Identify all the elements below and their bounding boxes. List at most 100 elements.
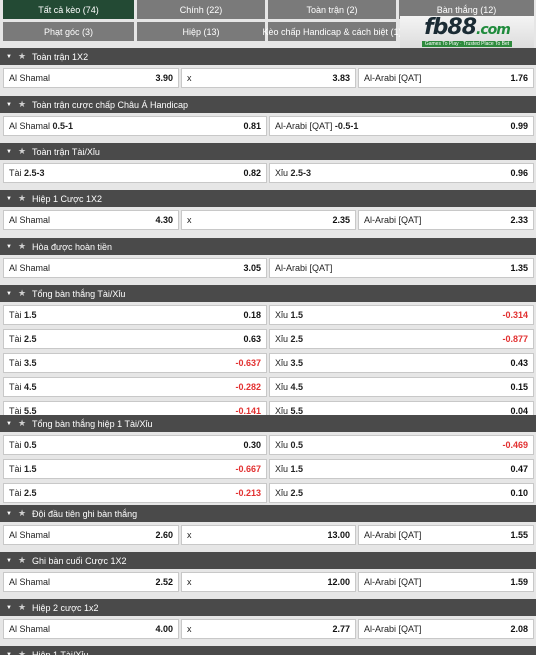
odds-cell[interactable]: Xỉu 1.5 0.47 <box>269 459 534 479</box>
odds-value: 1.59 <box>510 577 528 587</box>
market-title: Hiệp 2 cược 1x2 <box>32 602 99 613</box>
collapse-arrow-icon[interactable]: ▼ <box>6 148 12 155</box>
market-section: ▼ ★ Hòa được hoàn tiền Al Shamal 3.05 Al-Arab… <box>0 238 536 279</box>
favorite-star-icon[interactable]: ★ <box>17 193 27 203</box>
handicap-line: 1.5 <box>290 464 304 474</box>
market-title: Tổng bàn thắng Tài/Xỉu <box>32 288 126 299</box>
odds-cell[interactable]: x 12.00 <box>181 572 356 592</box>
odds-cell[interactable]: Al-Arabi [QAT] -0.5-1 0.99 <box>269 116 534 136</box>
odds-cell[interactable]: Al-Arabi [QAT] 1.35 <box>269 258 534 278</box>
market-header[interactable]: ▼ ★ Hiệp 1 Cược 1X2 <box>0 190 536 207</box>
odds-cell[interactable]: Tài 3.5 -0.637 <box>3 353 267 373</box>
tab-corners[interactable]: Phạt góc (3) <box>3 22 134 41</box>
collapse-arrow-icon[interactable]: ▼ <box>6 420 12 427</box>
market-header[interactable]: ▼ ★ Toàn trận Tài/Xỉu <box>0 143 536 160</box>
odds-cell[interactable]: Tài 4.5 -0.282 <box>3 377 267 397</box>
odds-cell[interactable]: Xỉu 4.5 0.15 <box>269 377 534 397</box>
odds-cell[interactable]: x 2.77 <box>181 619 356 639</box>
odds-cell[interactable]: Xỉu 1.5 -0.314 <box>269 305 534 325</box>
tab-goals[interactable]: Bàn thắng (12) <box>399 0 534 19</box>
odds-cell[interactable]: Tài 0.5 0.30 <box>3 435 267 455</box>
selection-label: Al Shamal <box>9 577 51 587</box>
odds-cell[interactable]: x 3.83 <box>181 68 356 88</box>
odds-cell[interactable]: Xỉu 2.5 -0.877 <box>269 329 534 349</box>
odds-cell[interactable]: x 13.00 <box>181 525 356 545</box>
odds-cell[interactable]: Al Shamal 4.30 <box>3 210 179 230</box>
odds-cell[interactable]: Tài 1.5 -0.667 <box>3 459 267 479</box>
fb88-logo[interactable]: fb88.com Games To Play · Trusted Place T… <box>400 16 534 49</box>
odds-cell[interactable]: Tài 2.5 -0.213 <box>3 483 267 503</box>
selection-label: Xỉu 5.5 <box>275 406 304 416</box>
favorite-star-icon[interactable]: ★ <box>17 508 27 518</box>
odds-cell[interactable]: x 2.35 <box>181 210 356 230</box>
odds-cell[interactable]: Xỉu 2.5-3 0.96 <box>269 163 534 183</box>
market-header[interactable]: ▼ ★ Ghi bàn cuối Cược 1X2 <box>0 552 536 569</box>
collapse-arrow-icon[interactable]: ▼ <box>6 557 12 564</box>
odds-cell[interactable]: Tài 2.5-3 0.82 <box>3 163 267 183</box>
odds-cell[interactable]: Al-Arabi [QAT] 2.33 <box>358 210 534 230</box>
favorite-star-icon[interactable]: ★ <box>17 288 27 298</box>
favorite-star-icon[interactable]: ★ <box>17 99 27 109</box>
collapse-arrow-icon[interactable]: ▼ <box>6 290 12 297</box>
market-title: Đội đầu tiên ghi bàn thắng <box>32 508 138 519</box>
odds-row: Al Shamal 0.5-1 0.81 Al-Arabi [QAT] -0.5-1… <box>0 116 536 137</box>
tab-all[interactable]: Tất cả kèo (74) <box>3 0 134 19</box>
collapse-arrow-icon[interactable]: ▼ <box>6 243 12 250</box>
odds-cell[interactable]: Al Shamal 0.5-1 0.81 <box>3 116 267 136</box>
odds-value: 4.30 <box>155 215 173 225</box>
handicap-line: 2.5-3 <box>24 168 45 178</box>
market-header[interactable]: ▼ ★ Toàn trận cược chấp Châu Á Handicap <box>0 96 536 113</box>
favorite-star-icon[interactable]: ★ <box>17 649 27 655</box>
favorite-star-icon[interactable]: ★ <box>17 51 27 61</box>
selection-label: Xỉu 1.5 <box>275 310 304 320</box>
odds-row: Tài 1.5 0.18 Xỉu 1.5 -0.314 <box>0 305 536 326</box>
odds-value: 2.60 <box>155 530 173 540</box>
favorite-star-icon[interactable]: ★ <box>17 146 27 156</box>
handicap-line: 1.5 <box>24 464 37 474</box>
selection-label: Xỉu 2.5-3 <box>275 168 312 178</box>
odds-cell[interactable]: Tài 2.5 0.63 <box>3 329 267 349</box>
odds-cell[interactable]: Xỉu 2.5 0.10 <box>269 483 534 503</box>
market-header[interactable]: ▼ ★ Toàn trận 1X2 <box>0 48 536 65</box>
favorite-star-icon[interactable]: ★ <box>17 555 27 565</box>
market-header[interactable]: ▼ ★ Hiệp 1 Tài/Xỉu <box>0 646 536 655</box>
odds-cell[interactable]: Al Shamal 4.00 <box>3 619 179 639</box>
tab-halves[interactable]: Hiệp (13) <box>137 22 265 41</box>
collapse-arrow-icon[interactable]: ▼ <box>6 604 12 611</box>
selection-label: Xỉu 4.5 <box>275 382 304 392</box>
tab-handicap[interactable]: Kèo chấp Handicap & cách biệt (1) <box>262 22 402 41</box>
handicap-line: 2.5 <box>290 488 304 498</box>
odds-cell[interactable]: Tài 1.5 0.18 <box>3 305 267 325</box>
market-header[interactable]: ▼ ★ Hòa được hoàn tiền <box>0 238 536 255</box>
collapse-arrow-icon[interactable]: ▼ <box>6 510 12 517</box>
market-header[interactable]: ▼ ★ Đội đầu tiên ghi bàn thắng <box>0 505 536 522</box>
collapse-arrow-icon[interactable]: ▼ <box>6 101 12 108</box>
market-header[interactable]: ▼ ★ Hiệp 2 cược 1x2 <box>0 599 536 616</box>
tab-main[interactable]: Chính (22) <box>137 0 265 19</box>
odds-cell[interactable]: Al-Arabi [QAT] 1.55 <box>358 525 534 545</box>
odds-cell[interactable]: Al-Arabi [QAT] 2.08 <box>358 619 534 639</box>
odds-cell[interactable]: Al-Arabi [QAT] 1.59 <box>358 572 534 592</box>
odds-cell[interactable]: Xỉu 3.5 0.43 <box>269 353 534 373</box>
odds-value: 3.83 <box>332 73 350 83</box>
tab-full-match[interactable]: Toàn trận (2) <box>268 0 396 19</box>
odds-cell[interactable]: Al Shamal 2.52 <box>3 572 179 592</box>
odds-cell[interactable]: Al Shamal 2.60 <box>3 525 179 545</box>
odds-cell[interactable]: Al-Arabi [QAT] 1.76 <box>358 68 534 88</box>
favorite-star-icon[interactable]: ★ <box>17 602 27 612</box>
odds-cell[interactable]: Xỉu 0.5 -0.469 <box>269 435 534 455</box>
collapse-arrow-icon[interactable]: ▼ <box>6 53 12 60</box>
market-title: Hiệp 1 Cược 1X2 <box>32 193 102 204</box>
odds-value: -0.877 <box>502 334 528 344</box>
odds-value: 2.77 <box>332 624 350 634</box>
market-header[interactable]: ▼ ★ Tổng bàn thắng Tài/Xỉu <box>0 285 536 302</box>
collapse-arrow-icon[interactable]: ▼ <box>6 195 12 202</box>
odds-cell[interactable]: Al Shamal 3.05 <box>3 258 267 278</box>
market-header[interactable]: ▼ ★ Tổng bàn thắng hiệp 1 Tài/Xỉu <box>0 415 536 432</box>
odds-cell[interactable]: Al Shamal 3.90 <box>3 68 179 88</box>
selection-label: Xỉu 2.5 <box>275 334 304 344</box>
collapse-arrow-icon[interactable]: ▼ <box>6 651 12 655</box>
selection-label: Tài 2.5 <box>9 334 37 344</box>
favorite-star-icon[interactable]: ★ <box>17 418 27 428</box>
favorite-star-icon[interactable]: ★ <box>17 241 27 251</box>
